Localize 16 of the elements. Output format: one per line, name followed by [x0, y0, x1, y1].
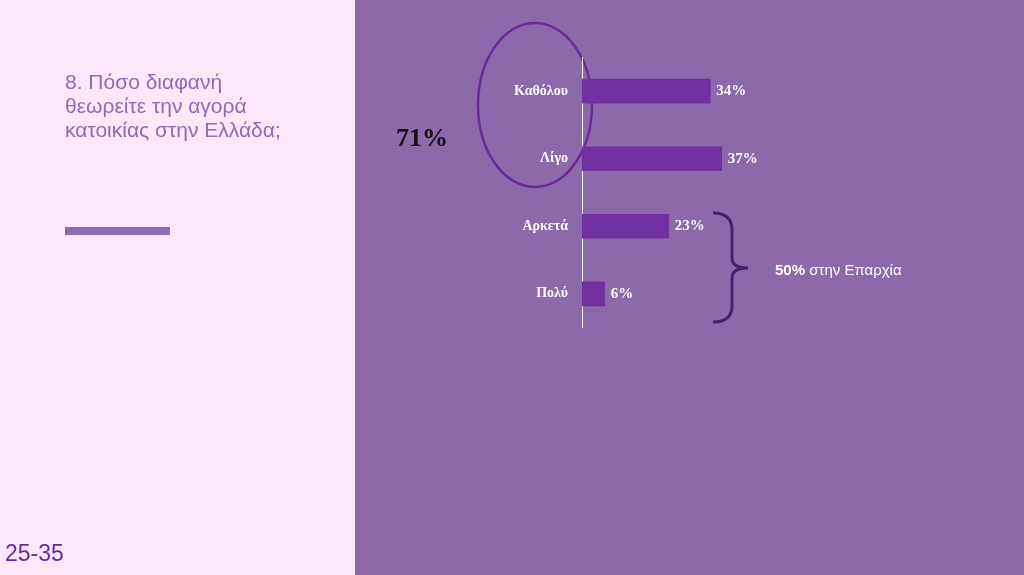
text: 50% στην Επαρχία	[775, 261, 902, 278]
data-label: 34%	[716, 82, 747, 99]
y-tick-label: Λίγο	[540, 150, 568, 166]
text: 25-35	[5, 540, 64, 567]
y-tick-label: Πολύ	[536, 285, 568, 301]
bar	[582, 213, 670, 239]
y-tick-label: Αρκετά	[522, 217, 569, 233]
data-label: 6%	[610, 284, 634, 301]
text: 8. Πόσο διαφανή θεωρείτε την αγορά κατοικίας στην Ελλάδα;	[65, 70, 282, 142]
bar	[582, 146, 723, 172]
data-label: 37%	[727, 149, 758, 166]
text: 71%	[396, 123, 448, 153]
bar	[582, 78, 711, 104]
data-label: 23%	[674, 217, 705, 234]
y-tick-label: Καθόλου	[514, 82, 568, 98]
bar	[582, 281, 605, 307]
